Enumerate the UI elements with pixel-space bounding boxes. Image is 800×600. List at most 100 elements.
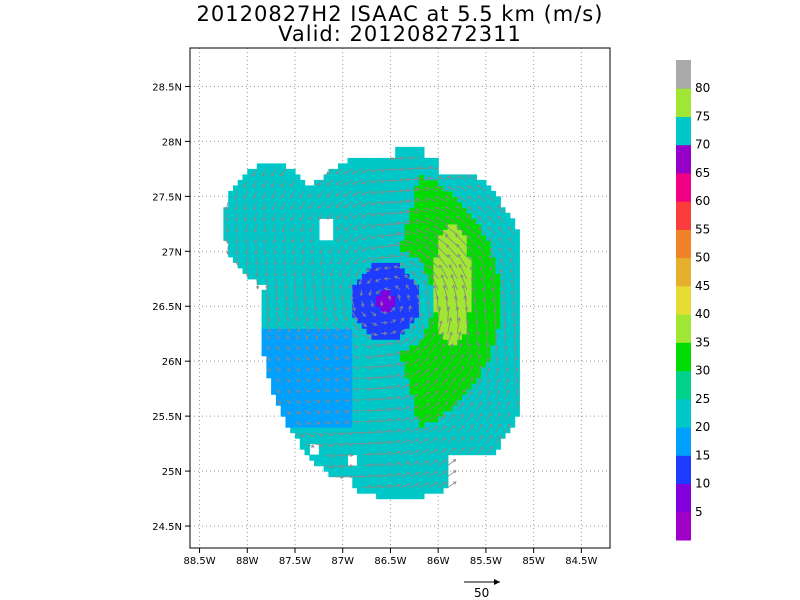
field-cell (285, 174, 291, 181)
field-cell (347, 377, 353, 384)
field-cell (462, 361, 468, 368)
field-cell (366, 366, 372, 373)
y-tick-label: 27N (162, 247, 182, 258)
wind-vector-head (415, 218, 420, 223)
field-cell (338, 443, 344, 450)
field-cell (457, 383, 463, 390)
field-cell (285, 212, 291, 219)
field-cell (443, 350, 449, 357)
wind-vector-head (324, 317, 329, 322)
field-cell (228, 212, 234, 219)
field-cell (395, 295, 401, 302)
field-cell (342, 377, 349, 384)
field-cell (385, 223, 392, 230)
field-cell (376, 245, 382, 252)
field-cell (280, 366, 287, 373)
field-cell (376, 168, 382, 175)
field-cell (390, 234, 396, 241)
field-cell (357, 443, 363, 450)
wind-vector-head (457, 196, 461, 200)
field-cell (266, 322, 272, 329)
wind-vector (447, 355, 455, 367)
field-cell (443, 372, 449, 379)
field-cell (361, 234, 368, 241)
field-cell (299, 234, 306, 241)
field-cell (414, 493, 420, 500)
wind-vector (399, 157, 410, 159)
field-cell (352, 377, 358, 384)
field-cell (466, 306, 473, 313)
field-cell (252, 256, 258, 263)
field-cell (290, 427, 296, 434)
field-cell (471, 339, 477, 346)
field-cell (347, 306, 353, 313)
wind-vector-head (315, 356, 320, 361)
field-cell (376, 201, 382, 208)
field-cell (438, 476, 444, 483)
wind-vector (426, 218, 439, 225)
field-cell (476, 212, 482, 219)
field-cell (505, 416, 511, 423)
field-cell (342, 300, 349, 307)
field-cell (347, 410, 353, 417)
field-cell (233, 212, 239, 219)
field-cell (309, 366, 315, 373)
field-cell (481, 449, 487, 456)
field-cell (338, 361, 344, 368)
wind-vector-head (226, 251, 230, 256)
field-cell (371, 394, 377, 401)
field-cell (409, 421, 415, 428)
field-cell (290, 289, 296, 296)
wind-vector-head (379, 190, 384, 195)
wind-vector-head (336, 409, 341, 414)
field-cell (299, 223, 306, 230)
wind-vector-head (443, 448, 448, 452)
field-cell (466, 229, 473, 236)
wind-vector (500, 269, 506, 279)
wind-vector (344, 223, 353, 231)
field-cell (352, 410, 358, 417)
wind-vector (466, 343, 471, 356)
wind-vector-head (225, 240, 230, 245)
field-cell (366, 229, 372, 236)
field-cell (380, 432, 387, 439)
field-cell (290, 262, 296, 269)
wind-vector-head (456, 175, 461, 179)
field-cell (476, 300, 482, 307)
field-cell (419, 421, 425, 428)
wind-vector-head (415, 438, 420, 443)
wind-vector (418, 258, 429, 269)
wind-vector-head (388, 295, 392, 299)
wind-vector-head (387, 385, 392, 390)
field-cell (347, 223, 353, 230)
wind-vector (371, 212, 382, 217)
field-cell (247, 245, 253, 252)
field-cell (428, 190, 434, 197)
field-cell (423, 421, 430, 428)
field-cell (419, 267, 425, 274)
wind-vector-head (425, 245, 429, 250)
wind-vector (428, 321, 434, 334)
field-cell (271, 267, 277, 274)
wind-vector (280, 190, 286, 199)
field-cell (352, 394, 358, 401)
wind-vector (447, 332, 453, 345)
field-cell (509, 372, 516, 379)
field-cell (280, 278, 287, 285)
field-cell (333, 168, 339, 175)
field-cell (357, 399, 363, 406)
field-cell (400, 427, 406, 434)
wind-vector (478, 216, 487, 225)
field-cell (400, 416, 406, 423)
wind-vector-head (276, 318, 281, 323)
field-cell (338, 377, 344, 384)
wind-vector-head (406, 472, 411, 476)
wind-vector (467, 196, 477, 203)
field-cell (390, 460, 396, 467)
field-cell (485, 212, 492, 219)
field-cell (261, 317, 267, 324)
field-cell (357, 339, 363, 346)
field-cell (380, 163, 387, 170)
field-cell (490, 311, 497, 318)
field-cell (299, 344, 306, 351)
